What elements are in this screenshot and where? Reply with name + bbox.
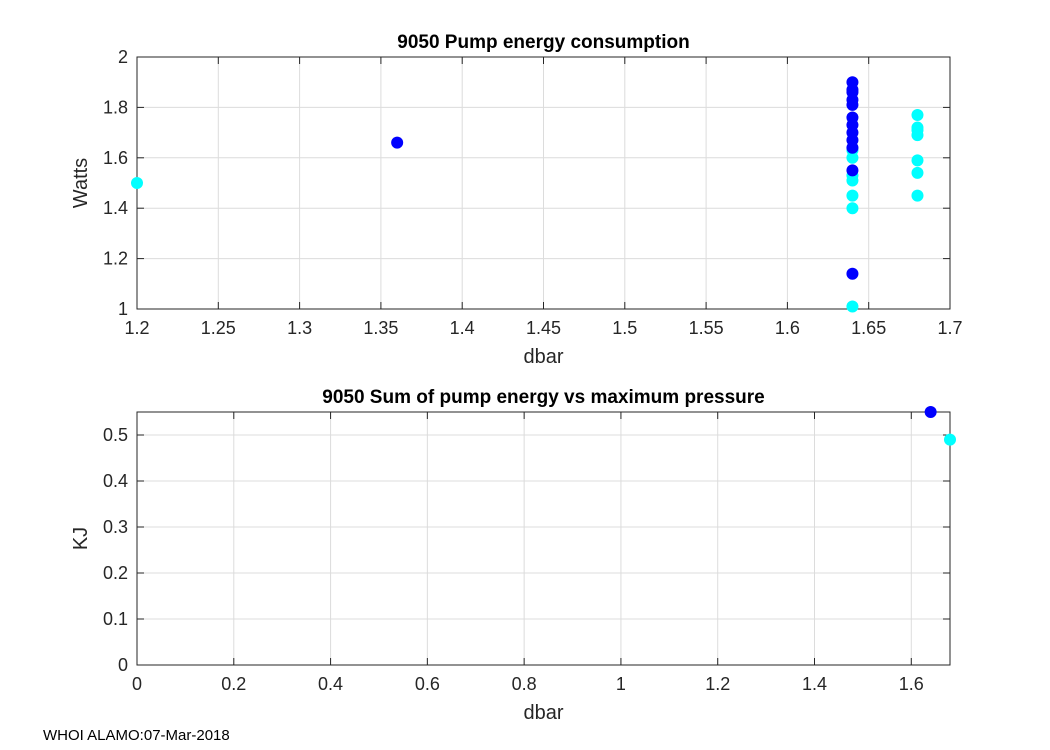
data-point-blue [846,164,859,177]
x-tick-label: 1.55 [689,318,724,338]
data-point-blue [846,111,859,124]
x-tick-label: 1.45 [526,318,561,338]
pump-energy-plot: 1.2 1.25 1.3 1.35 1.4 1.45 1.5 1.55 1.6 1.65 1.711… [70,32,963,368]
y-tick-label: 0.1 [103,609,128,629]
y-tick-label: 1.6 [103,148,128,168]
y-tick-label: 0.3 [103,517,128,537]
data-point-cyan [846,202,859,215]
data-point-cyan [846,189,859,202]
x-tick-label: 0.2 [221,674,246,694]
x-tick-label: 1.4 [450,318,475,338]
data-point-cyan [944,433,956,446]
sum-energy-plot: 0 0.2 0.4 0.6 0.8 1 1.2 1.4 1.6 0 0.1 0.2 0.3 0.4 0.5 9… [70,387,956,724]
data-point-cyan [911,121,924,134]
x-tick-label: 0.4 [318,674,343,694]
x-tick-label: 0 [132,674,142,694]
data-point-blue [846,267,859,280]
data-point-cyan [911,166,924,179]
x-tick-label: 1.2 [124,318,149,338]
y-tick-label: 0.5 [103,425,128,445]
x-tick-label: 1.3 [287,318,312,338]
y-tick-label: 2 [118,47,128,67]
axes-frame [136,411,951,666]
data-point-blue [391,136,404,149]
data-point-blue [924,406,937,418]
data-point-cyan [911,108,924,121]
plot-area [137,412,950,665]
x-tick-label: 1.4 [802,674,827,694]
y-tick-label: 1.4 [103,198,128,218]
y-tick-label: 0.4 [103,471,128,491]
x-tick-label: 1.2 [705,674,730,694]
y-axis-label: KJ [70,527,92,550]
data-point-cyan [911,189,924,202]
x-tick-label: 0.6 [415,674,440,694]
x-tick-label: 1.5 [612,318,637,338]
data-point-cyan [911,154,924,167]
x-tick-label: 1.25 [201,318,236,338]
x-tick-label: 1.6 [899,674,924,694]
x-axis-label: dbar [523,702,563,724]
x-tick-label: 1 [616,674,626,694]
data-point-blue [846,76,859,89]
x-tick-label: 1.7 [937,318,962,338]
x-tick-label: 1.35 [363,318,398,338]
data-point-cyan [846,300,859,313]
x-tick-label: 0.8 [512,674,537,694]
chart-title: 9050 Sum of pump energy vs maximum press… [322,387,764,408]
y-tick-label: 0.2 [103,563,128,583]
footer-stamp: WHOI ALAMO:07-Mar-2018 [43,727,230,744]
y-tick-label: 1.8 [103,97,128,117]
y-tick-label: 1.2 [103,249,128,269]
y-tick-label: 0 [118,655,128,675]
y-axis-label: Watts [70,158,92,208]
x-axis-label: dbar [523,346,563,368]
chart-title: 9050 Pump energy consumption [397,32,689,53]
x-tick-label: 1.6 [775,318,800,338]
x-tick-label: 1.65 [851,318,886,338]
data-point-cyan [131,177,143,189]
y-tick-label: 1 [118,299,128,319]
